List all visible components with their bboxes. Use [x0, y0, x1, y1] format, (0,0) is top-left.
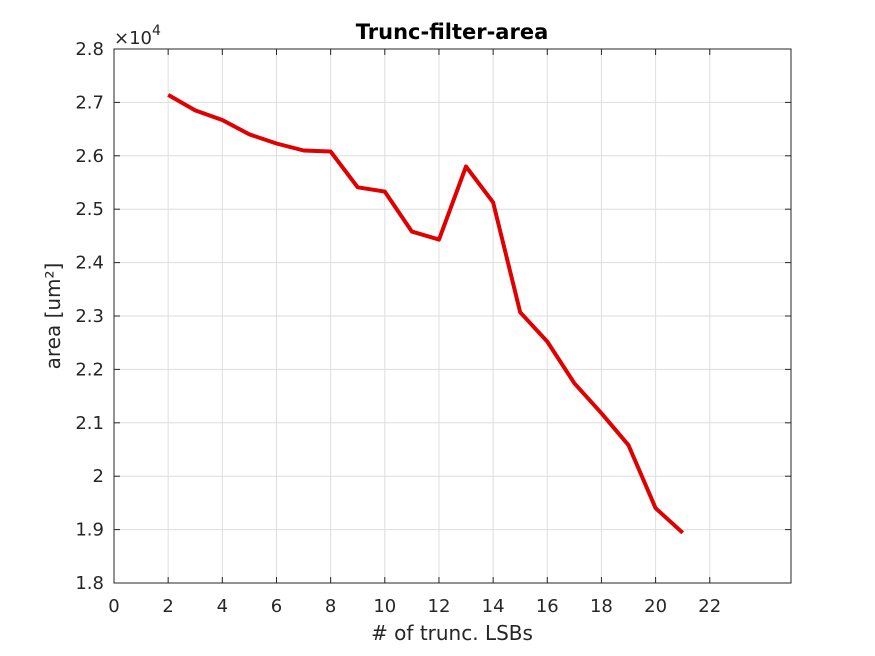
y-tick-label: 2.6 [75, 146, 104, 167]
y-axis-label: area [um²] [41, 263, 65, 370]
y-tick-label: 2 [93, 466, 104, 487]
x-tick-label: 20 [644, 596, 667, 617]
multiplier-prefix: ×10 [114, 28, 152, 49]
y-axis-multiplier: ×104 [114, 23, 161, 49]
series-layer [167, 93, 685, 535]
x-tick-label: 2 [162, 596, 173, 617]
y-tick-label: 1.9 [75, 520, 104, 541]
x-tick-label: 18 [590, 596, 613, 617]
x-tick-label: 12 [428, 596, 451, 617]
x-tick-label: 14 [482, 596, 505, 617]
series-line [167, 93, 685, 535]
x-tick-label: 4 [217, 596, 228, 617]
y-tick-label: 2.8 [75, 39, 104, 60]
x-tick-label: 10 [373, 596, 396, 617]
x-tick-label: 6 [271, 596, 282, 617]
multiplier-exponent: 4 [152, 23, 161, 39]
x-tick-label: 22 [698, 596, 721, 617]
y-tick-label: 2.2 [75, 359, 104, 380]
y-tick-label: 2.1 [75, 413, 104, 434]
y-tick-label: 2.3 [75, 306, 104, 327]
chart-title: Trunc-filter-area [356, 20, 549, 44]
y-tick-label: 1.8 [75, 573, 104, 594]
axis-ticks: 0 2 4 6 8 10 12 14 16 18 20 22 1.8 1.9 2 2.1 2.2 2.3 2.4 2.… [75, 39, 791, 617]
x-axis-label: # of trunc. LSBs [371, 621, 533, 645]
y-tick-label: 2.4 [75, 253, 104, 274]
x-tick-label: 8 [325, 596, 336, 617]
y-tick-label: 2.5 [75, 199, 104, 220]
x-tick-label: 16 [536, 596, 559, 617]
x-tick-label: 0 [108, 596, 119, 617]
y-tick-label: 2.7 [75, 92, 104, 113]
